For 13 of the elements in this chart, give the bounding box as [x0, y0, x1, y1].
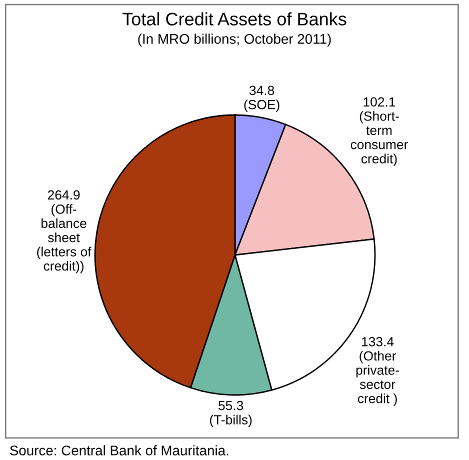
chart-subtitle: (In MRO billions; October 2011)	[138, 34, 331, 47]
data-label: 264.9	[48, 190, 80, 200]
slice-label: (Short- term consumer credit)	[350, 111, 408, 166]
data-label: 133.4	[362, 337, 394, 346]
data-label: 34.8	[249, 86, 274, 96]
data-label: 102.1	[364, 97, 396, 107]
slice-label: (Off- balance sheet (letters of credit))	[37, 204, 92, 274]
source-note: Source: Central Bank of Mauritania.	[10, 445, 228, 456]
data-label: 55.3	[218, 400, 244, 410]
slice-label: (T-bills)	[210, 414, 252, 428]
slice-label: (SOE)	[244, 100, 280, 112]
chart-title: Total Credit Assets of Banks	[122, 12, 346, 26]
slice-label: (Other private- sector credit )	[356, 350, 399, 406]
